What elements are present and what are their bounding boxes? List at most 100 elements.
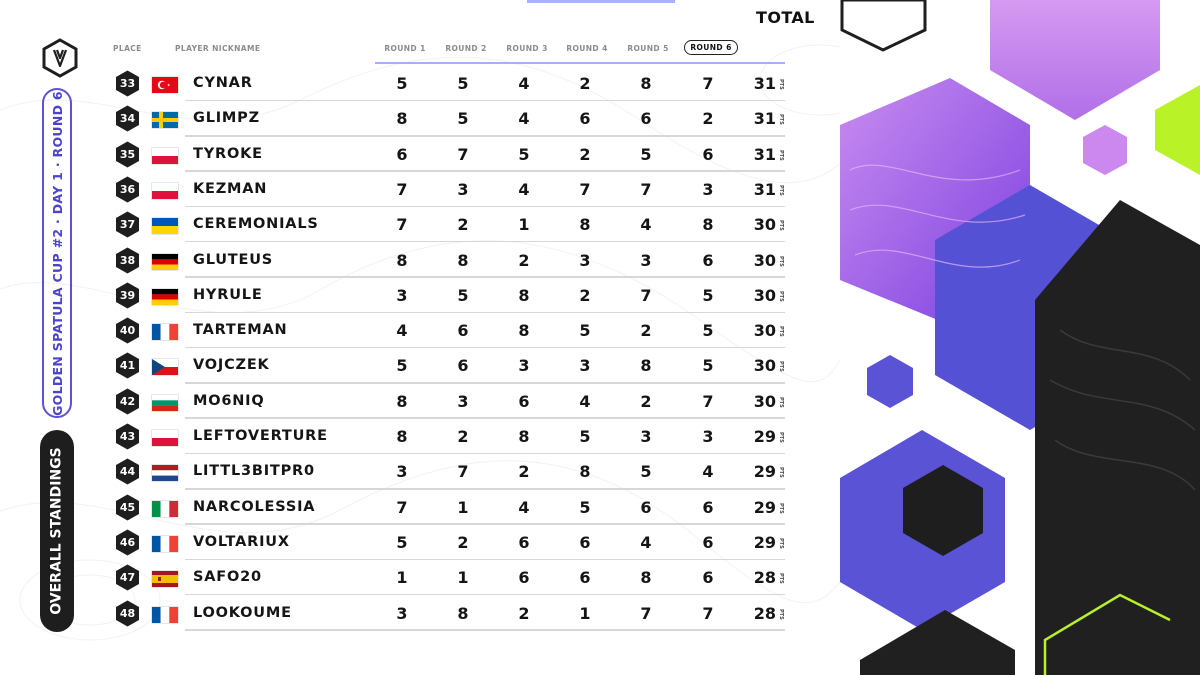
round-4-score: 4 <box>579 391 591 411</box>
player-nickname: LITTL3BITPR0 <box>193 463 315 480</box>
round-6-score: 6 <box>702 568 714 588</box>
round-1-score: 6 <box>396 144 408 164</box>
round-2-score: 6 <box>457 356 469 376</box>
row-divider <box>185 629 785 631</box>
country-flag-icon <box>152 288 178 305</box>
table-row: 33 CYNAR 5 5 4 2 8 7 31 PTS <box>0 66 840 102</box>
round-4-score: 5 <box>579 321 591 341</box>
total-points: 29 <box>753 497 776 517</box>
header-round-2: ROUND 2 <box>445 44 487 53</box>
player-nickname: KEZMAN <box>193 180 268 197</box>
total-points: 29 <box>753 462 776 482</box>
round-2-score: 8 <box>457 603 469 623</box>
country-flag-icon <box>152 253 178 270</box>
round-6-score: 5 <box>702 285 714 305</box>
row-divider <box>185 417 785 419</box>
place-number: 38 <box>119 253 136 267</box>
round-5-score: 2 <box>640 321 652 341</box>
round-4-score: 6 <box>579 532 591 552</box>
place-number: 44 <box>119 465 136 479</box>
round-2-score: 5 <box>457 74 469 93</box>
round-6-score: 7 <box>702 74 714 93</box>
round-6-score: 6 <box>702 532 714 552</box>
round-2-score: 2 <box>457 215 469 235</box>
country-flag-icon <box>152 430 178 446</box>
round-3-score: 4 <box>518 74 530 93</box>
country-flag-icon <box>152 606 178 623</box>
pts-label: PTS <box>778 396 784 408</box>
round-3-score: 5 <box>518 144 530 164</box>
place-badge: 44 <box>115 458 140 485</box>
country-flag-icon <box>152 394 178 411</box>
row-divider <box>185 240 785 243</box>
round-2-score: 7 <box>457 144 469 164</box>
total-points: 30 <box>753 285 776 305</box>
round-2-score: 8 <box>457 250 469 270</box>
table-row: 46 VOLTARIUX 5 2 6 6 4 6 29 PTS <box>0 525 840 561</box>
table-row: 42 MO6NIQ 8 3 6 4 2 7 30 PTS <box>0 384 840 419</box>
total-points: 31 <box>753 74 776 93</box>
round-5-score: 4 <box>640 532 652 552</box>
place-number: 47 <box>119 571 136 585</box>
round-3-score: 4 <box>518 497 530 517</box>
round-5-score: 8 <box>640 356 652 376</box>
total-points: 30 <box>753 215 776 235</box>
round-3-score: 2 <box>518 603 530 623</box>
round-5-score: 5 <box>640 144 652 164</box>
table-row: 37 CEREMONIALS 7 2 1 8 4 8 30 PTS <box>0 207 840 243</box>
round-6-score: 7 <box>702 391 714 411</box>
round-3-score: 8 <box>518 285 530 305</box>
round-6-score: 7 <box>702 603 714 623</box>
round-2-score: 1 <box>457 497 469 517</box>
pts-label: PTS <box>778 79 784 90</box>
round-3-score: 8 <box>518 321 530 341</box>
place-number: 48 <box>119 606 136 620</box>
country-flag-icon <box>152 182 178 199</box>
pts-label: PTS <box>778 149 784 161</box>
round-4-score: 2 <box>579 144 591 164</box>
round-3-score: 1 <box>518 215 530 235</box>
country-flag-icon <box>152 112 178 129</box>
round-6-score: 4 <box>702 462 714 482</box>
round-4-score: 3 <box>579 356 591 376</box>
round-5-score: 6 <box>640 497 652 517</box>
place-badge: 36 <box>115 176 140 203</box>
pts-label: PTS <box>778 255 784 267</box>
round-1-score: 5 <box>396 74 408 93</box>
total-points: 30 <box>753 391 776 411</box>
round-2-score: 2 <box>457 532 469 552</box>
place-number: 42 <box>119 394 136 408</box>
pts-label: PTS <box>778 290 784 302</box>
place-number: 39 <box>119 288 136 302</box>
round-1-score: 1 <box>396 568 408 588</box>
round-1-score: 5 <box>396 356 408 376</box>
place-number: 41 <box>119 359 136 373</box>
round-3-score: 3 <box>518 356 530 376</box>
table-row: 44 LITTL3BITPR0 3 7 2 8 5 4 29 PTS <box>0 454 840 490</box>
round-5-score: 3 <box>640 427 652 446</box>
round-6-score: 6 <box>702 144 714 164</box>
total-points: 31 <box>753 179 776 199</box>
round-1-score: 7 <box>396 215 408 235</box>
round-1-score: 8 <box>396 109 408 129</box>
place-badge: 34 <box>115 105 140 132</box>
table-row: 45 NARCOLESSIA 7 1 4 5 6 6 29 PTS <box>0 490 840 525</box>
row-divider <box>185 593 785 596</box>
table-row: 47 SAFO20 1 1 6 6 8 6 28 PTS <box>0 560 840 596</box>
round-6-score: 5 <box>702 356 714 376</box>
round-3-score: 4 <box>518 109 530 129</box>
header-place: PLACE <box>113 44 142 53</box>
pts-label: PTS <box>778 608 784 620</box>
row-divider <box>185 452 785 455</box>
header-round-1: ROUND 1 <box>384 44 426 53</box>
round-6-score: 3 <box>702 427 714 446</box>
round-5-score: 5 <box>640 462 652 482</box>
round-6-score: 6 <box>702 250 714 270</box>
round-1-score: 3 <box>396 462 408 482</box>
place-badge: 47 <box>115 564 140 591</box>
place-badge: 33 <box>115 70 140 97</box>
place-badge: 37 <box>115 211 140 238</box>
round-2-score: 6 <box>457 321 469 341</box>
table-row: 36 KEZMAN 7 3 4 7 7 3 31 PTS <box>0 172 840 208</box>
place-number: 45 <box>119 500 136 514</box>
